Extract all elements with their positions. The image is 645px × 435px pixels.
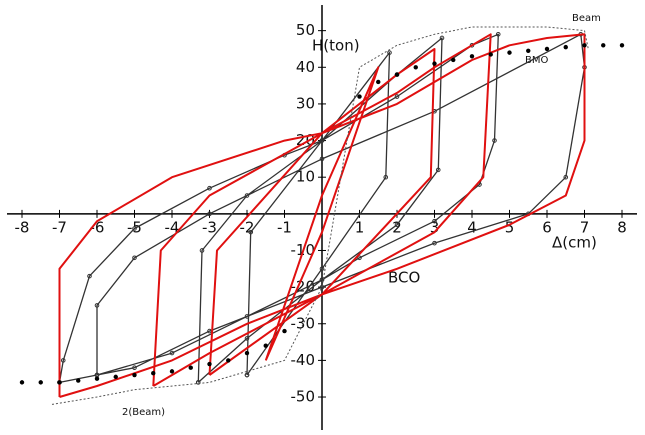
data-point xyxy=(357,94,362,99)
data-point xyxy=(394,94,400,99)
annotation: 2(Beam) xyxy=(122,407,165,418)
data-point xyxy=(432,61,437,66)
data-point xyxy=(544,46,550,52)
data-point xyxy=(563,44,568,50)
data-point xyxy=(244,193,250,198)
data-point xyxy=(226,358,231,363)
x-tick-label: -6 xyxy=(90,218,105,236)
data-point xyxy=(199,248,205,253)
x-tick-label: 4 xyxy=(467,218,477,236)
data-point xyxy=(526,48,531,53)
x-tick-label: 8 xyxy=(617,218,627,236)
data-point xyxy=(132,365,137,371)
x-tick-label: -8 xyxy=(15,218,30,236)
data-point xyxy=(495,32,501,37)
data-point xyxy=(38,380,43,385)
data-point xyxy=(435,167,441,173)
data-point xyxy=(87,273,92,279)
data-point xyxy=(492,138,497,143)
x-tick-label: -1 xyxy=(277,218,292,236)
data-point xyxy=(319,277,325,283)
data-point xyxy=(601,43,606,48)
annotation: BCO xyxy=(388,269,420,287)
x-axis-label: Δ(cm) xyxy=(552,234,597,252)
data-point xyxy=(451,57,456,63)
y-tick-label: -40 xyxy=(291,351,316,369)
data-point xyxy=(357,255,362,261)
annotation: Beam xyxy=(572,13,601,24)
x-tick-label: 6 xyxy=(542,218,552,236)
x-tick-label: 1 xyxy=(355,218,365,236)
data-point xyxy=(394,222,400,228)
data-point xyxy=(413,65,418,70)
data-point xyxy=(195,380,201,385)
data-point xyxy=(207,211,212,217)
x-tick-label: -3 xyxy=(202,218,217,236)
data-point xyxy=(207,185,212,191)
data-point xyxy=(94,303,100,308)
data-point xyxy=(244,350,250,356)
y-tick-label: -30 xyxy=(291,314,316,332)
x-tick-label: 5 xyxy=(505,218,515,236)
data-point xyxy=(582,43,587,48)
data-point xyxy=(387,50,392,55)
data-point xyxy=(188,365,193,370)
data-point xyxy=(19,380,25,385)
series-line xyxy=(58,33,586,398)
x-tick-label: 2 xyxy=(392,218,402,236)
data-point xyxy=(439,35,445,41)
data-point xyxy=(76,378,81,383)
data-point xyxy=(383,174,389,180)
y-axis-label: H(ton) xyxy=(312,37,360,55)
y-tick-label: 10 xyxy=(296,168,315,186)
y-tick-label: -50 xyxy=(291,388,316,406)
data-point xyxy=(563,174,569,180)
data-point xyxy=(319,266,325,272)
series-line xyxy=(51,26,589,405)
data-point xyxy=(319,138,325,143)
data-point xyxy=(619,43,625,48)
x-tick-label: -4 xyxy=(165,218,180,236)
data-point xyxy=(432,240,437,246)
annotation: BMO xyxy=(525,55,548,66)
data-point xyxy=(207,361,212,367)
x-tick-label: 7 xyxy=(580,218,590,236)
data-point xyxy=(507,50,512,55)
y-tick-label: 50 xyxy=(296,21,315,39)
data-point xyxy=(244,336,250,341)
data-point xyxy=(244,314,250,319)
data-point xyxy=(60,358,66,363)
data-point xyxy=(57,380,62,385)
data-point xyxy=(132,372,137,378)
data-point xyxy=(469,54,475,59)
data-point xyxy=(432,218,437,224)
data-point xyxy=(319,156,325,162)
data-point xyxy=(132,255,137,261)
y-tick-label: 40 xyxy=(296,58,315,76)
data-point xyxy=(151,371,156,376)
data-point xyxy=(244,372,250,378)
data-point xyxy=(263,343,268,348)
data-point xyxy=(169,369,175,374)
x-tick-label: -7 xyxy=(52,218,67,236)
data-point xyxy=(94,376,100,381)
y-tick-label: 30 xyxy=(296,94,315,112)
data-point xyxy=(488,52,493,57)
data-point xyxy=(169,350,175,356)
data-point xyxy=(394,72,400,77)
data-point xyxy=(376,79,381,85)
x-tick-label: 3 xyxy=(430,218,440,236)
data-point xyxy=(282,328,287,334)
data-point xyxy=(132,226,137,231)
data-point xyxy=(113,374,118,380)
data-point xyxy=(248,229,254,235)
